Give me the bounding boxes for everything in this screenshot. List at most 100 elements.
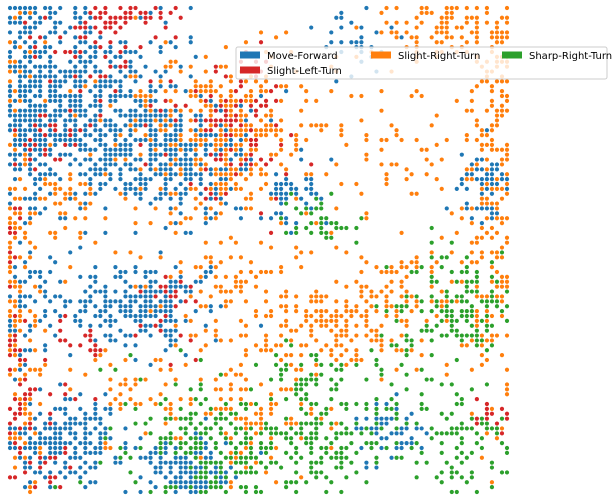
data-point-slight-right-turn — [163, 406, 168, 411]
data-point-sharp-right-turn — [103, 436, 108, 441]
data-point-sharp-right-turn — [474, 431, 479, 436]
data-point-sharp-right-turn — [499, 470, 505, 475]
data-point-slight-left-turn — [143, 162, 148, 167]
data-point-slight-right-turn — [334, 162, 339, 167]
data-point-move-forward — [27, 123, 33, 128]
data-point-slight-right-turn — [128, 74, 133, 79]
data-point-sharp-right-turn — [289, 343, 294, 348]
data-point-move-forward — [108, 118, 113, 123]
data-point-slight-right-turn — [444, 15, 449, 20]
data-point-move-forward — [153, 304, 158, 309]
data-point-move-forward — [53, 441, 58, 446]
data-point-slight-right-turn — [334, 313, 339, 319]
data-point-slight-right-turn — [278, 323, 284, 328]
data-point-sharp-right-turn — [133, 480, 138, 485]
data-point-move-forward — [98, 421, 103, 426]
data-point-move-forward — [12, 69, 18, 74]
data-point-move-forward — [78, 142, 83, 147]
data-point-slight-right-turn — [489, 338, 495, 343]
data-point-slight-left-turn — [43, 113, 48, 118]
data-point-slight-right-turn — [324, 323, 329, 328]
data-point-sharp-right-turn — [304, 382, 309, 387]
data-point-slight-right-turn — [228, 167, 233, 172]
data-point-slight-right-turn — [253, 343, 259, 348]
data-point-move-forward — [58, 69, 63, 74]
data-point-move-forward — [183, 455, 188, 460]
data-point-move-forward — [88, 274, 93, 279]
data-point-move-forward — [143, 274, 148, 279]
data-point-move-forward — [123, 489, 128, 495]
data-point-move-forward — [349, 40, 354, 45]
data-point-sharp-right-turn — [394, 401, 399, 407]
data-point-slight-right-turn — [138, 152, 143, 157]
legend-label-move-forward: Move-Forward — [267, 51, 338, 62]
data-point-slight-right-turn — [474, 35, 479, 40]
data-point-slight-left-turn — [22, 377, 28, 382]
data-point-slight-right-turn — [248, 269, 254, 275]
data-point-slight-right-turn — [118, 382, 123, 387]
data-point-slight-right-turn — [394, 35, 399, 40]
data-point-sharp-right-turn — [143, 421, 148, 426]
data-point-slight-right-turn — [494, 436, 500, 441]
data-point-slight-left-turn — [73, 25, 78, 30]
data-point-slight-right-turn — [228, 460, 233, 465]
data-point-move-forward — [278, 181, 284, 187]
data-point-sharp-right-turn — [439, 411, 444, 416]
data-point-move-forward — [138, 98, 143, 103]
data-point-slight-right-turn — [364, 318, 369, 323]
data-point-slight-left-turn — [213, 118, 218, 123]
data-point-move-forward — [103, 79, 108, 84]
data-point-move-forward — [7, 84, 13, 89]
data-point-sharp-right-turn — [314, 357, 319, 363]
data-point-slight-right-turn — [334, 299, 339, 304]
data-point-sharp-right-turn — [474, 333, 479, 338]
data-point-slight-right-turn — [494, 177, 500, 182]
data-point-move-forward — [93, 147, 98, 152]
data-point-move-forward — [148, 455, 153, 460]
data-point-move-forward — [309, 206, 314, 211]
data-point-sharp-right-turn — [218, 426, 223, 431]
data-point-move-forward — [193, 128, 198, 133]
data-point-slight-right-turn — [228, 450, 233, 455]
data-point-move-forward — [22, 30, 28, 35]
data-point-slight-right-turn — [198, 274, 203, 279]
data-point-slight-right-turn — [284, 309, 289, 314]
data-point-move-forward — [17, 5, 23, 11]
data-point-move-forward — [178, 128, 183, 133]
data-point-sharp-right-turn — [148, 416, 153, 421]
data-point-slight-right-turn — [489, 84, 495, 89]
data-point-sharp-right-turn — [394, 416, 399, 421]
data-point-move-forward — [93, 338, 98, 343]
data-point-slight-right-turn — [138, 255, 143, 260]
data-point-slight-right-turn — [349, 357, 354, 363]
data-point-sharp-right-turn — [329, 387, 334, 392]
data-point-slight-right-turn — [243, 177, 249, 182]
data-point-move-forward — [53, 25, 58, 30]
data-point-slight-right-turn — [218, 128, 223, 133]
data-point-move-forward — [203, 455, 208, 460]
data-point-move-forward — [193, 465, 198, 470]
data-point-move-forward — [469, 172, 474, 177]
data-point-sharp-right-turn — [233, 445, 239, 451]
data-point-move-forward — [163, 450, 168, 455]
data-point-slight-right-turn — [339, 333, 344, 338]
data-point-sharp-right-turn — [459, 460, 464, 465]
data-point-slight-right-turn — [248, 191, 254, 196]
data-point-slight-right-turn — [208, 294, 213, 299]
data-point-move-forward — [163, 113, 168, 118]
data-point-slight-right-turn — [228, 113, 233, 118]
data-point-slight-right-turn — [299, 367, 304, 372]
data-point-sharp-right-turn — [163, 489, 168, 495]
data-point-slight-right-turn — [474, 240, 479, 245]
data-point-move-forward — [108, 162, 113, 167]
data-point-slight-left-turn — [168, 79, 173, 84]
data-point-slight-right-turn — [218, 181, 223, 187]
data-point-move-forward — [33, 206, 38, 211]
data-point-slight-right-turn — [359, 118, 364, 123]
data-point-sharp-right-turn — [489, 343, 495, 348]
data-point-move-forward — [27, 98, 33, 103]
data-point-slight-right-turn — [268, 392, 274, 397]
data-point-slight-right-turn — [304, 313, 309, 319]
data-point-slight-right-turn — [484, 338, 490, 343]
data-point-move-forward — [53, 260, 58, 265]
